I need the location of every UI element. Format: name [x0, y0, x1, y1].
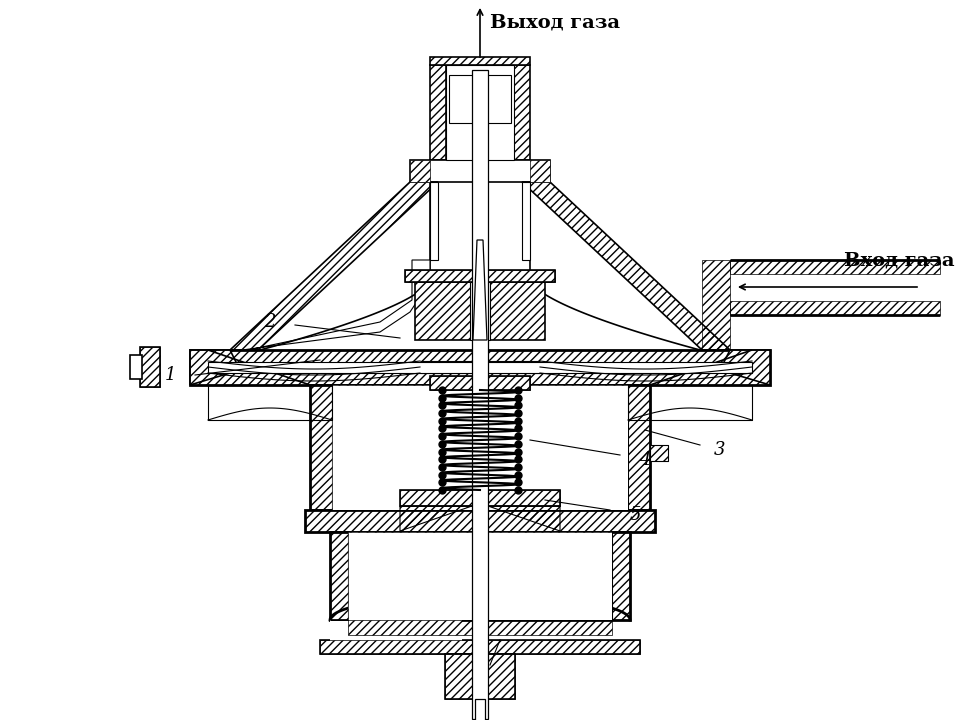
Text: 2: 2 — [264, 313, 276, 331]
Bar — [612, 532, 630, 620]
Polygon shape — [514, 65, 530, 160]
Bar — [310, 385, 332, 510]
Text: Выход газа: Выход газа — [490, 13, 620, 31]
Bar — [650, 445, 668, 461]
Bar — [628, 385, 650, 510]
Polygon shape — [330, 620, 462, 645]
Bar — [305, 510, 655, 532]
Polygon shape — [530, 160, 550, 182]
Polygon shape — [230, 182, 438, 350]
Polygon shape — [430, 65, 446, 160]
Bar — [449, 75, 511, 122]
Polygon shape — [430, 182, 438, 260]
Polygon shape — [410, 160, 430, 182]
Bar — [140, 347, 160, 387]
Polygon shape — [242, 260, 430, 350]
Bar — [400, 490, 560, 506]
Text: 6: 6 — [474, 663, 486, 681]
Bar — [140, 347, 160, 387]
Polygon shape — [522, 182, 530, 260]
Polygon shape — [522, 182, 730, 350]
Bar — [730, 301, 940, 315]
Bar — [445, 654, 515, 699]
Bar — [446, 65, 514, 160]
Bar — [405, 270, 555, 282]
Bar — [410, 160, 550, 182]
Bar — [320, 640, 640, 654]
Bar — [405, 270, 555, 282]
Polygon shape — [473, 240, 487, 340]
Bar — [330, 532, 630, 620]
Polygon shape — [190, 350, 240, 385]
Bar — [310, 385, 650, 510]
Bar — [650, 445, 668, 461]
Bar — [415, 282, 545, 340]
Text: 3: 3 — [714, 441, 726, 459]
Text: 4: 4 — [639, 451, 651, 469]
Bar — [430, 376, 530, 390]
Bar — [430, 376, 530, 390]
Bar — [130, 355, 142, 379]
Bar — [190, 350, 770, 385]
Bar — [305, 510, 655, 532]
Bar — [472, 70, 488, 719]
Bar — [190, 350, 770, 385]
Bar — [258, 182, 398, 345]
Bar — [332, 385, 628, 510]
Bar — [320, 640, 640, 654]
Bar — [730, 260, 940, 274]
Polygon shape — [720, 350, 770, 385]
Text: 5: 5 — [629, 506, 640, 524]
Bar — [330, 532, 348, 620]
Text: 1: 1 — [164, 366, 176, 384]
Bar — [348, 532, 612, 620]
Bar — [475, 699, 485, 720]
Bar — [430, 57, 530, 65]
Bar — [470, 282, 490, 340]
Text: Вход газа: Вход газа — [845, 251, 955, 269]
Bar — [400, 490, 560, 506]
Bar — [445, 654, 515, 699]
Bar — [208, 362, 752, 373]
